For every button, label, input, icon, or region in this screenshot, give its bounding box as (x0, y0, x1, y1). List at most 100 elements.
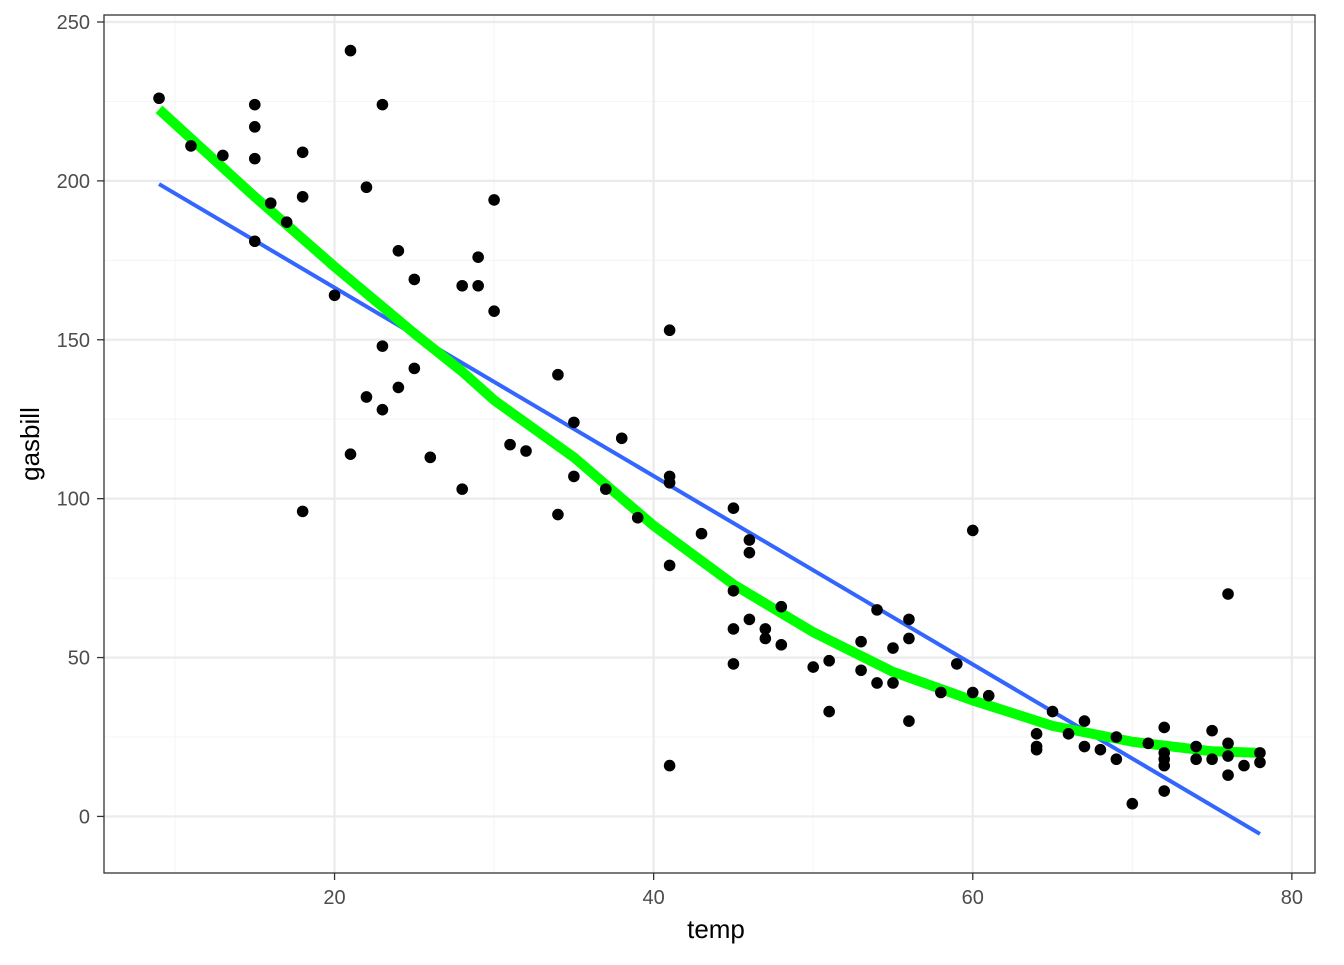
y-axis-title: gasbill (15, 407, 45, 481)
data-point (472, 279, 484, 292)
data-point (982, 689, 995, 702)
data-point (1254, 756, 1266, 769)
data-point (280, 216, 293, 228)
panel-border (103, 14, 1316, 874)
fit-lines (155, 105, 1261, 836)
data-point (727, 623, 740, 635)
data-point (248, 235, 261, 248)
data-point (296, 190, 309, 203)
data-point (775, 639, 788, 651)
data-point (935, 686, 947, 699)
data-point (360, 181, 373, 194)
data-point (887, 642, 899, 654)
data-point (615, 432, 628, 445)
data-point (1110, 731, 1123, 743)
x-tick-label: 80 (1281, 887, 1303, 909)
data-point (727, 502, 740, 514)
data-point (472, 251, 484, 263)
data-point (887, 677, 899, 689)
axes: 20 40 60 80 0 50 100 150 200 250 (57, 12, 1303, 909)
data-point (599, 483, 612, 495)
data-point (552, 508, 564, 521)
data-point (951, 658, 963, 670)
data-point (1078, 740, 1091, 753)
y-tick-label: 50 (68, 648, 90, 670)
data-point (743, 546, 756, 559)
x-tick-label: 20 (323, 887, 345, 909)
data-point (520, 445, 532, 457)
x-tick-label: 60 (962, 887, 984, 909)
y-tick-label: 100 (57, 489, 90, 511)
data-point (663, 324, 676, 337)
data-point (408, 362, 421, 375)
data-point (807, 661, 820, 673)
data-point (344, 448, 357, 460)
data-point (296, 146, 309, 159)
data-point (1158, 785, 1171, 797)
data-point (1078, 715, 1091, 727)
data-point (360, 391, 373, 403)
data-point (775, 600, 788, 613)
data-point (663, 476, 676, 489)
data-point (759, 623, 772, 635)
data-point (966, 686, 979, 699)
data-point (823, 705, 835, 718)
y-tick-label: 0 (79, 806, 90, 828)
grid (104, 15, 1315, 873)
data-point (328, 289, 341, 302)
data-point (1222, 588, 1234, 600)
data-point (1046, 705, 1059, 718)
data-point (456, 483, 468, 495)
data-point (663, 559, 676, 572)
data-point (1062, 728, 1075, 740)
data-point (1142, 737, 1155, 750)
data-point (264, 197, 277, 209)
data-point (743, 534, 756, 546)
data-point (1094, 743, 1107, 756)
data-point (1158, 759, 1171, 772)
data-point (871, 604, 883, 616)
data-point (903, 632, 915, 645)
data-point (568, 416, 580, 429)
data-point (855, 635, 867, 648)
data-point (248, 121, 261, 133)
data-point (1222, 737, 1234, 750)
data-point (1190, 740, 1202, 753)
data-point (1238, 759, 1250, 772)
data-point (552, 368, 564, 381)
data-point (217, 149, 229, 162)
quadratic-fit-curve (155, 105, 1261, 758)
data-point (1222, 769, 1234, 781)
data-point (296, 505, 309, 518)
data-point (1206, 753, 1218, 766)
data-point (1030, 728, 1043, 740)
data-point (376, 340, 389, 352)
data-point (759, 632, 772, 645)
data-point (1206, 724, 1218, 737)
data-point (695, 527, 708, 540)
data-point (1030, 743, 1043, 756)
data-point (488, 305, 500, 317)
data-point (1126, 797, 1139, 810)
data-point (392, 381, 405, 394)
data-point (248, 98, 261, 111)
data-point (1190, 753, 1202, 766)
data-point (248, 152, 261, 165)
y-tick-label: 200 (57, 171, 90, 193)
data-point (727, 585, 740, 597)
x-axis-title: temp (687, 914, 745, 944)
data-point (823, 654, 835, 667)
data-point (1110, 753, 1123, 766)
data-point (376, 403, 389, 416)
y-tick-label: 250 (57, 12, 90, 34)
data-point (743, 613, 756, 626)
data-point (568, 470, 580, 483)
data-point (344, 44, 357, 57)
x-tick-label: 40 (643, 887, 665, 909)
data-point (966, 524, 979, 537)
data-point (185, 140, 197, 152)
data-point (903, 715, 915, 727)
data-point (424, 451, 437, 464)
